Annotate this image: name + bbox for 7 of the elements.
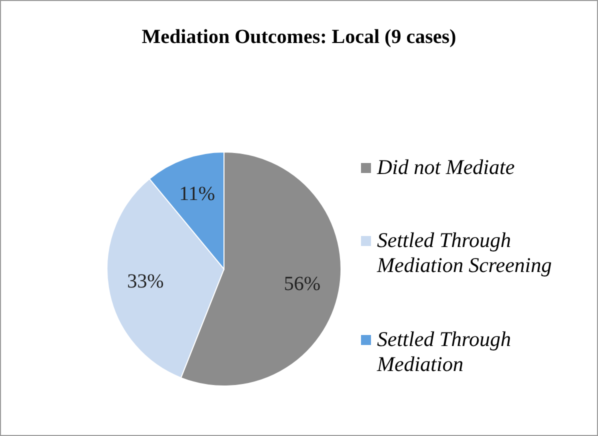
legend-label: Settled Through Mediation: [377, 326, 512, 377]
data-label: 33%: [127, 270, 164, 292]
legend-label: Settled Through Mediation Screening: [377, 228, 553, 278]
legend-label: Did not Mediate: [377, 155, 515, 180]
data-label: 11%: [179, 183, 216, 206]
chart-title: Mediation Outcomes: Local (9 cases): [140, 26, 458, 49]
data-label: 56%: [284, 272, 320, 295]
